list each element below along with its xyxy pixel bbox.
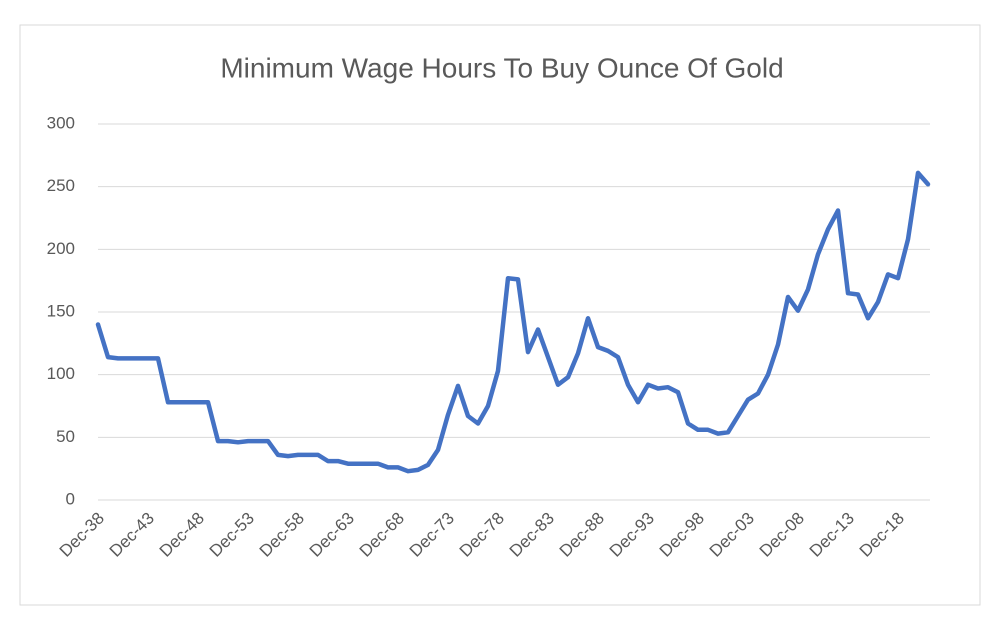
y-tick-label: 150 — [47, 301, 75, 320]
chart-border — [19, 24, 981, 606]
y-tick-label: 0 — [66, 489, 75, 508]
data-line — [95, 170, 931, 474]
y-tick-label: 250 — [47, 176, 75, 195]
y-tick-label: 300 — [47, 113, 75, 132]
y-tick-label: 50 — [56, 427, 75, 446]
y-tick-label: 200 — [47, 239, 75, 258]
chart-title: Minimum Wage Hours To Buy Ounce Of Gold — [220, 52, 783, 83]
y-tick-label: 100 — [47, 364, 75, 383]
